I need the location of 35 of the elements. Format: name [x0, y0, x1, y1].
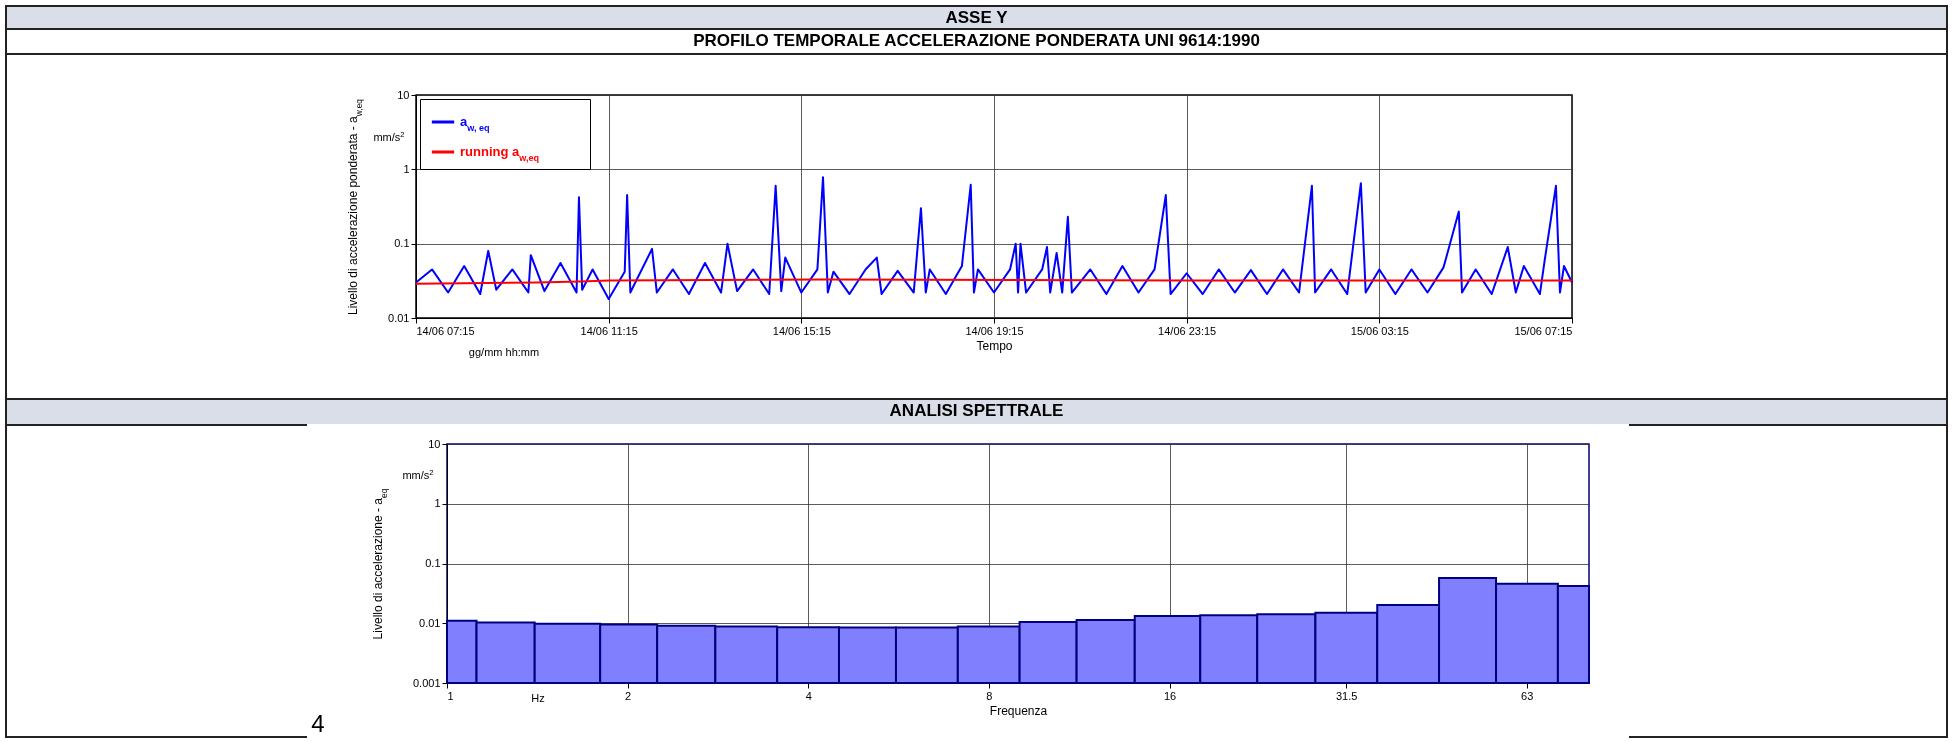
- text: Hz: [531, 692, 545, 704]
- legend-label: a$_{w, eq}$: [460, 114, 490, 133]
- text: 4: [311, 710, 325, 737]
- x-tick-label: 14/06 11:15: [580, 324, 638, 337]
- x-tick-label: 14/06 19:15: [965, 324, 1024, 337]
- y-tick-label: 1: [434, 497, 441, 510]
- chart-title: ASSE Y: [5, 5, 1948, 30]
- x-tick-label: 14/06 07:15: [416, 324, 475, 337]
- x-tick-label: 16: [1163, 689, 1177, 702]
- y-tick-label: 1: [403, 162, 410, 175]
- x-tick-label: 14/06 23:15: [1158, 324, 1217, 337]
- legend-label: running a$_{w,eq}$: [460, 144, 540, 163]
- text: mm/s$^{2}$: [402, 467, 434, 481]
- x-tick-label: 4: [805, 689, 812, 702]
- y-tick-label: 10: [428, 437, 441, 450]
- y-tick-label: 10: [397, 88, 410, 101]
- x-tick-label: 15/06 03:15: [1350, 324, 1409, 337]
- y-tick-label: 0.01: [419, 616, 441, 629]
- x-tick-label: 63: [1521, 689, 1534, 702]
- y-tick-label: 0.1: [394, 237, 410, 250]
- x-axis-title: Frequenza: [989, 703, 1048, 718]
- y-tick-label: 0.01: [388, 311, 410, 324]
- x-axis-title: Tempo: [976, 338, 1013, 353]
- text: mm/s$^{2}$: [373, 129, 405, 143]
- chart-subtitle: PROFILO TEMPORALE ACCELERAZIONE PONDERATA UNI 9614:1990: [5, 28, 1948, 55]
- y-tick-label: 0.001: [412, 676, 441, 689]
- x-tick-label: 14/06 15:15: [772, 324, 831, 337]
- x-tick-label: 2: [625, 689, 632, 702]
- x-tick-label: 8: [986, 689, 993, 702]
- y-tick-label: 0.1: [425, 557, 441, 569]
- chart-title: ANALISI SPETTRALE: [5, 398, 1948, 426]
- x-tick-label: 31.5: [1335, 689, 1358, 702]
- x-tick-label: 1: [447, 689, 454, 702]
- x-tick-label: 15/06 07:15: [1514, 324, 1573, 337]
- text: gg/mm hh:mm: [468, 346, 540, 358]
